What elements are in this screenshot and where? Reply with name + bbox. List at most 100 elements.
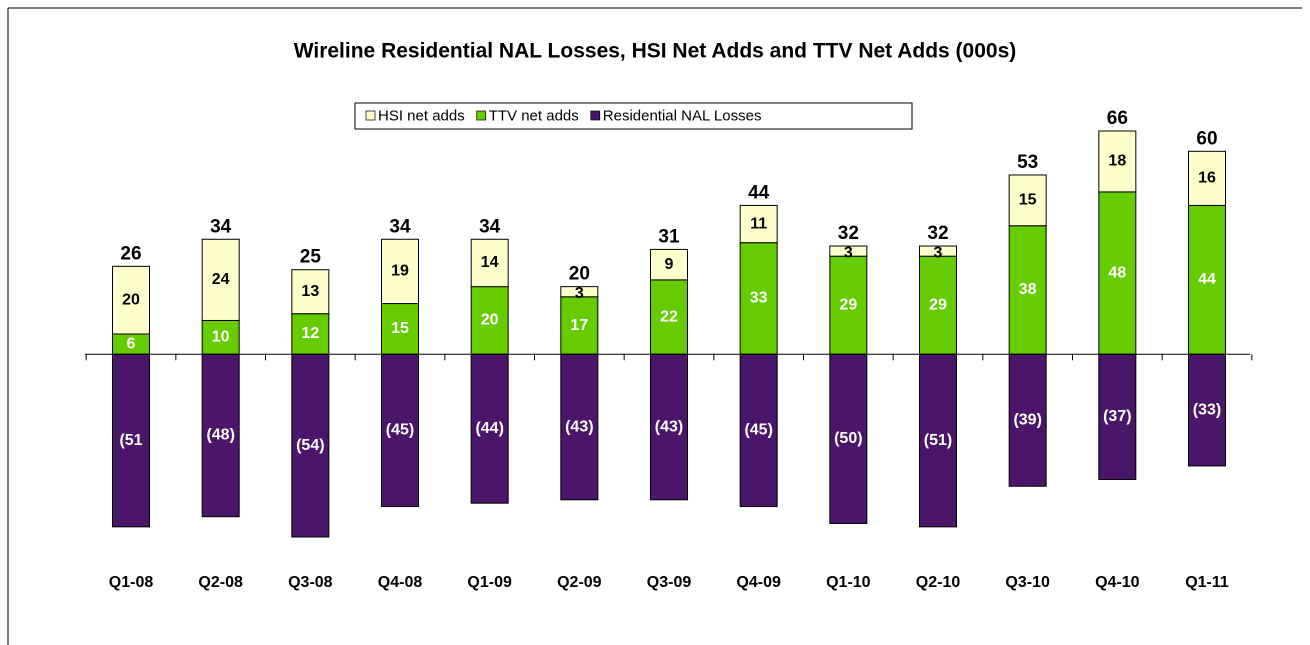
x-tick-label: Q1-08	[109, 574, 154, 591]
data-label: (54)	[296, 437, 324, 454]
data-label: (33)	[1193, 401, 1221, 418]
data-label: 19	[391, 263, 409, 280]
data-label: (43)	[565, 418, 593, 435]
data-label: 10	[212, 329, 230, 346]
data-label: 44	[1198, 271, 1216, 288]
bar-segment	[381, 353, 419, 508]
x-tick-label: Q1-09	[467, 574, 512, 591]
total-label: 32	[927, 223, 948, 244]
data-label: 16	[1198, 170, 1216, 187]
bar-segment	[470, 353, 509, 504]
x-tick-label: Q3-10	[1005, 574, 1050, 591]
legend-swatch	[476, 110, 487, 121]
data-label: 9	[665, 256, 674, 273]
bar-segment	[291, 269, 330, 315]
bar-segment	[919, 353, 957, 528]
data-label: (50)	[834, 430, 862, 447]
bar-segment	[1098, 130, 1137, 193]
data-label: 6	[127, 335, 136, 352]
data-label: (51)	[924, 432, 952, 449]
total-label: 60	[1196, 128, 1217, 149]
bar-segment	[560, 296, 599, 355]
data-label: (43)	[655, 418, 683, 435]
total-label: 26	[120, 243, 141, 264]
total-label: 53	[1017, 152, 1038, 173]
data-label: (45)	[386, 422, 414, 439]
bar-segment	[470, 238, 509, 288]
data-label: 17	[570, 317, 588, 334]
bar-segment	[201, 238, 240, 321]
bar-segment	[1008, 225, 1047, 355]
data-label: 29	[839, 296, 857, 313]
data-label: 20	[122, 291, 140, 308]
data-label: 24	[212, 271, 230, 288]
x-tick-label: Q4-08	[378, 574, 423, 591]
total-label: 44	[748, 182, 770, 203]
bar-segment	[381, 238, 419, 305]
total-label: 25	[300, 247, 322, 268]
data-label: 20	[481, 312, 499, 329]
data-label: 38	[1019, 281, 1037, 298]
data-label: 13	[301, 283, 319, 300]
bar-segment	[829, 353, 868, 524]
total-label: 34	[210, 216, 232, 237]
bar-segment	[739, 353, 778, 508]
total-label: 34	[479, 216, 501, 237]
data-label: 22	[660, 308, 678, 325]
data-label: (45)	[744, 422, 772, 439]
data-label: (51	[119, 432, 142, 449]
legend-label: Residential NAL Losses	[603, 107, 762, 124]
bar-segment	[560, 353, 599, 501]
data-label: (44)	[475, 420, 503, 437]
bar-segment	[650, 353, 688, 501]
bar-segment	[829, 245, 868, 257]
bar-segment	[739, 242, 778, 355]
bar-segment	[919, 245, 957, 257]
legend-label: TTV net adds	[489, 107, 579, 124]
legend-swatch	[590, 110, 601, 121]
bar-segment	[1188, 150, 1226, 206]
x-tick-label: Q3-09	[647, 574, 692, 591]
data-label: 15	[1019, 192, 1037, 209]
bar-segment	[1188, 353, 1226, 467]
data-label: 14	[481, 254, 499, 271]
legend-label: HSI net adds	[378, 107, 465, 124]
bar-segment	[1098, 191, 1137, 355]
bar-segment	[829, 255, 868, 355]
x-tick-label: Q4-10	[1095, 574, 1140, 591]
bar-segment	[650, 248, 688, 281]
bar-segment	[1008, 174, 1047, 227]
bar-segment	[739, 204, 778, 244]
x-tick-label: Q2-10	[916, 574, 961, 591]
chart-title: Wireline Residential NAL Losses, HSI Net…	[294, 40, 1017, 63]
data-label: 48	[1108, 264, 1126, 281]
total-label: 66	[1107, 108, 1128, 129]
x-tick-label: Q2-08	[198, 574, 243, 591]
data-label: (37)	[1103, 408, 1131, 425]
data-label: 15	[391, 320, 409, 337]
total-label: 20	[569, 264, 590, 285]
data-label: 3	[575, 285, 584, 302]
x-tick-label: Q1-10	[826, 574, 871, 591]
total-label: 34	[389, 216, 411, 237]
data-label: 11	[750, 215, 767, 232]
bar-segment	[291, 353, 330, 538]
x-tick-label: Q4-09	[736, 574, 781, 591]
data-label: 33	[750, 290, 768, 307]
total-label: 31	[658, 226, 680, 247]
bar-segment	[919, 255, 957, 355]
data-label: 3	[934, 244, 943, 261]
bar-segment	[1188, 204, 1226, 355]
bar-segment	[470, 286, 509, 355]
legend-swatch	[365, 110, 376, 121]
x-tick-label: Q1-11	[1185, 574, 1229, 591]
data-label: (39)	[1013, 411, 1041, 428]
legend-box	[354, 102, 913, 130]
data-label: 12	[301, 325, 319, 342]
x-tick-label: Q3-08	[288, 574, 333, 591]
data-label: 29	[929, 296, 947, 313]
data-label: 18	[1108, 153, 1126, 170]
x-tick-label: Q2-09	[557, 574, 602, 591]
